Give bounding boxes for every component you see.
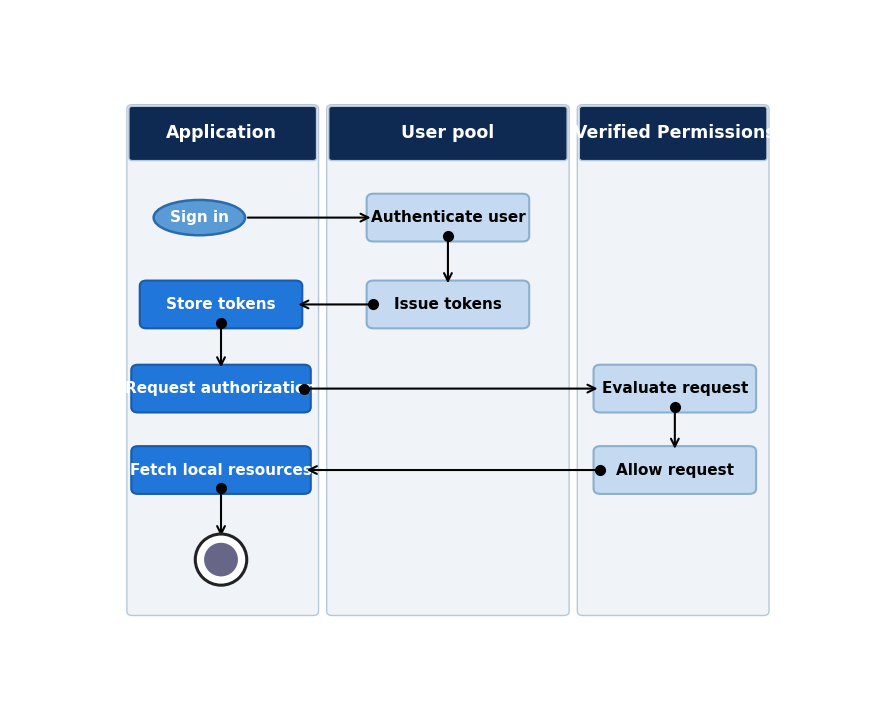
- Text: Sign in: Sign in: [170, 210, 229, 225]
- FancyBboxPatch shape: [140, 281, 302, 329]
- Text: Application: Application: [165, 125, 276, 142]
- Ellipse shape: [154, 200, 245, 235]
- Text: Store tokens: Store tokens: [166, 297, 276, 312]
- Text: Verified Permissions: Verified Permissions: [574, 125, 775, 142]
- FancyBboxPatch shape: [579, 106, 767, 161]
- FancyBboxPatch shape: [367, 194, 530, 242]
- FancyBboxPatch shape: [131, 364, 311, 412]
- Text: Allow request: Allow request: [616, 462, 734, 477]
- FancyBboxPatch shape: [367, 281, 530, 329]
- FancyBboxPatch shape: [593, 364, 756, 412]
- FancyBboxPatch shape: [578, 104, 769, 615]
- Ellipse shape: [195, 534, 246, 585]
- Ellipse shape: [204, 543, 238, 577]
- FancyBboxPatch shape: [127, 104, 318, 615]
- Text: Authenticate user: Authenticate user: [371, 210, 525, 225]
- Text: User pool: User pool: [401, 125, 495, 142]
- FancyBboxPatch shape: [128, 106, 316, 161]
- Text: Issue tokens: Issue tokens: [394, 297, 502, 312]
- FancyBboxPatch shape: [327, 104, 569, 615]
- Text: Evaluate request: Evaluate request: [601, 381, 748, 396]
- FancyBboxPatch shape: [329, 106, 567, 161]
- Text: Request authorization: Request authorization: [125, 381, 316, 396]
- FancyBboxPatch shape: [131, 446, 311, 494]
- Text: Fetch local resources: Fetch local resources: [130, 462, 312, 477]
- FancyBboxPatch shape: [593, 446, 756, 494]
